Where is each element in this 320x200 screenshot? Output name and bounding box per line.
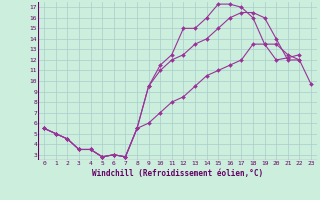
X-axis label: Windchill (Refroidissement éolien,°C): Windchill (Refroidissement éolien,°C) bbox=[92, 169, 263, 178]
